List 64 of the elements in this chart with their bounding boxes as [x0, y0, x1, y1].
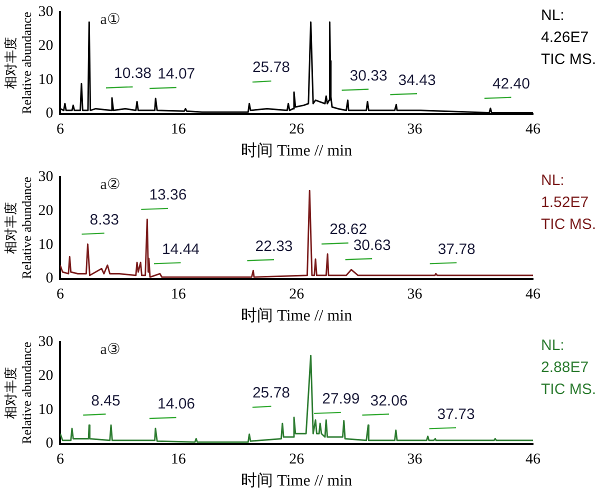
annotation: 34.43 [398, 72, 436, 89]
annotation: 8.33 [90, 211, 119, 228]
annotation: 28.62 [330, 221, 368, 238]
x-tick-label: 36 [407, 452, 423, 468]
annotation: 25.78 [252, 384, 290, 402]
text: NL: [541, 172, 564, 190]
y-axis-title: 相对丰度 Relative abundance [3, 342, 34, 444]
y-tick-label: 10 [38, 236, 54, 253]
x-tick-label: 26 [289, 286, 305, 303]
x-tick-label: 36 [407, 286, 423, 303]
annotation: 30.33 [350, 67, 388, 84]
text: TIC MS. [541, 216, 596, 234]
x-tick-label: 16 [170, 286, 186, 303]
text: TIC MS. [541, 381, 596, 398]
x-axis-title: 时间 Time // min [241, 472, 352, 490]
annotation: 10.38 [114, 64, 152, 82]
annotation: 37.73 [437, 406, 475, 423]
annotation: 27.99 [322, 390, 360, 408]
annotation: 32.06 [370, 392, 408, 410]
y-tick-label: 0 [46, 436, 54, 452]
annotation: a③ [100, 342, 120, 358]
x-tick-label: 26 [289, 122, 305, 138]
annotation: 42.40 [492, 76, 530, 93]
annotation: 22.33 [255, 238, 293, 255]
annotation: 37.78 [438, 240, 476, 258]
x-tick-label: 36 [407, 122, 423, 138]
x-tick-label: 46 [526, 286, 541, 303]
text: 2.88E7 [541, 359, 589, 376]
y-axis-title: 相对丰度 Relative abundance [3, 176, 34, 279]
text: 1.52E7 [541, 194, 589, 212]
y-tick-label: 30 [38, 334, 54, 350]
y-tick-label: 0 [46, 106, 54, 122]
text: 4.26E7 [541, 29, 589, 46]
x-tick-label: 16 [170, 452, 186, 468]
annotation: 14.07 [158, 66, 196, 83]
y-tick-label: 20 [38, 38, 54, 54]
x-tick-label: 6 [56, 452, 64, 468]
y-tick-label: 30 [38, 4, 54, 20]
x-axis-title: 时间 Time // min [241, 306, 352, 325]
y-tick-label: 20 [38, 368, 54, 384]
annotation: a① [100, 12, 120, 28]
x-tick-label: 46 [526, 452, 541, 468]
y-tick-label: 30 [38, 168, 54, 185]
annotation: 14.06 [157, 396, 196, 413]
annotation: 30.63 [353, 236, 391, 254]
annotation: 25.78 [252, 59, 290, 76]
x-axis-title: 时间 Time // min [241, 142, 352, 160]
x-tick-label: 16 [170, 122, 186, 138]
x-tick-label: 6 [56, 286, 64, 303]
y-tick-label: 0 [46, 270, 54, 287]
text: NL: [541, 7, 564, 24]
y-tick-label: 10 [38, 402, 54, 418]
y-tick-label: 10 [38, 72, 54, 88]
annotation: 14.44 [162, 240, 200, 258]
x-tick-label: 46 [526, 122, 541, 138]
annotation: a② [100, 176, 120, 193]
x-tick-label: 26 [289, 452, 305, 468]
x-tick-label: 6 [56, 122, 64, 138]
y-tick-label: 20 [38, 202, 54, 219]
y-axis-title: 相对丰度 Relative abundance [3, 12, 34, 114]
text: TIC MS. [541, 51, 596, 68]
text: NL: [541, 337, 564, 354]
annotation: 13.36 [149, 186, 187, 204]
annotation: 8.45 [91, 392, 120, 410]
